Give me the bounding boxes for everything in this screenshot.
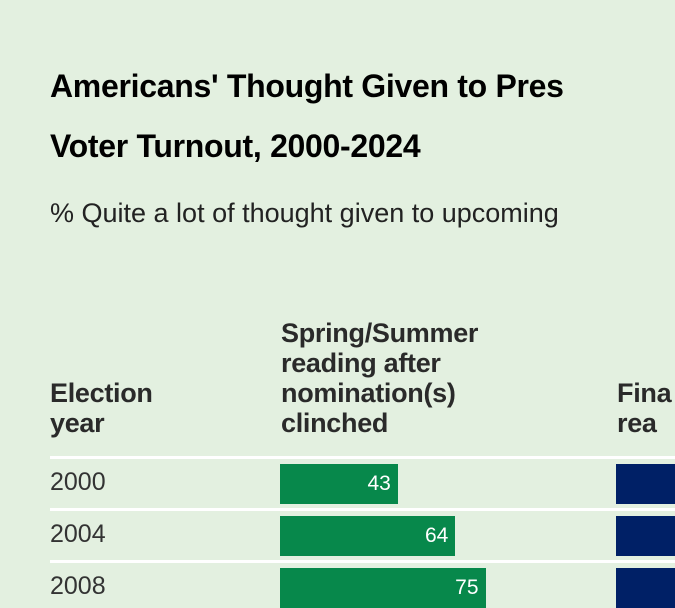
year-label: 2008	[50, 572, 106, 600]
header-line: year	[50, 408, 105, 438]
header-spring-summer: Spring/Summer reading after nomination(s…	[281, 318, 478, 438]
row-divider	[50, 456, 675, 459]
bar-spring-summer: 75	[280, 568, 486, 608]
year-label: 2000	[50, 468, 106, 496]
header-line: Election	[50, 378, 153, 408]
chart-title: Americans' Thought Given to Pres Voter T…	[50, 56, 564, 176]
chart-subtitle: % Quite a lot of thought given to upcomi…	[50, 198, 559, 228]
header-final: Fina rea	[617, 378, 672, 438]
title-line-1: Americans' Thought Given to Pres	[50, 68, 564, 104]
bar-spring-summer: 43	[280, 464, 398, 504]
bar-final	[616, 568, 675, 608]
header-line: reading after	[281, 348, 441, 378]
bar-spring-summer: 64	[280, 516, 456, 556]
header-line: clinched	[281, 408, 389, 438]
header-line: rea	[617, 408, 657, 438]
bar-final	[616, 516, 675, 556]
bar-final	[616, 464, 675, 504]
row-divider	[50, 560, 675, 563]
header-line: Spring/Summer	[281, 318, 479, 348]
header-line: nomination(s)	[281, 378, 456, 408]
header-election-year: Election year	[50, 378, 153, 438]
data-label: 75	[455, 576, 479, 599]
title-line-2: Voter Turnout, 2000-2024	[50, 128, 421, 164]
header-line: Fina	[617, 378, 672, 408]
year-label: 2004	[50, 520, 106, 548]
data-label: 43	[367, 472, 391, 495]
data-label: 64	[425, 524, 449, 547]
row-divider	[50, 508, 675, 511]
